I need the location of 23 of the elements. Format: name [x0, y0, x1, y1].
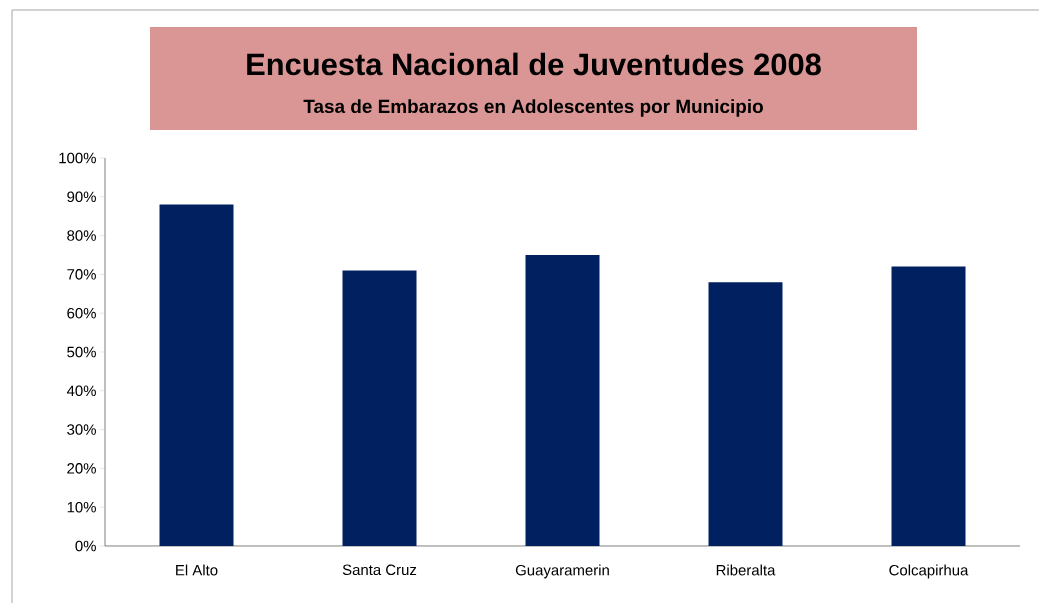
x-tick-label: Guayaramerin: [515, 564, 609, 579]
bar: [342, 270, 417, 546]
y-tick-label: 100%: [59, 152, 96, 164]
y-tick-label: 70%: [67, 269, 96, 280]
x-tick-label: Colcapirhua: [889, 564, 969, 579]
y-tick-label: 0%: [75, 540, 96, 552]
chart-subtitle: Tasa de Embarazos en Adolescentes por Municipio: [303, 99, 763, 117]
chart-title: Encuesta Nacional de Juventudes 2008: [247, 52, 821, 76]
y-tick-label: 50%: [67, 346, 96, 358]
y-tick-label: 30%: [67, 424, 96, 435]
x-tick-label: Santa Cruz: [342, 564, 417, 576]
bar: [159, 204, 234, 546]
bar: [708, 282, 783, 546]
y-tick-label: 80%: [67, 230, 96, 241]
y-tick-label: 40%: [66, 385, 96, 397]
y-tick-label: 10%: [67, 501, 96, 513]
x-tick-label: El Alto: [176, 564, 218, 576]
y-tick-label: 20%: [67, 463, 96, 474]
y-tick-label: 60%: [67, 307, 96, 319]
bar: [891, 266, 966, 546]
bar: [525, 254, 600, 546]
y-tick-label: 90%: [67, 191, 96, 203]
x-tick-label: Riberalta: [716, 564, 776, 576]
